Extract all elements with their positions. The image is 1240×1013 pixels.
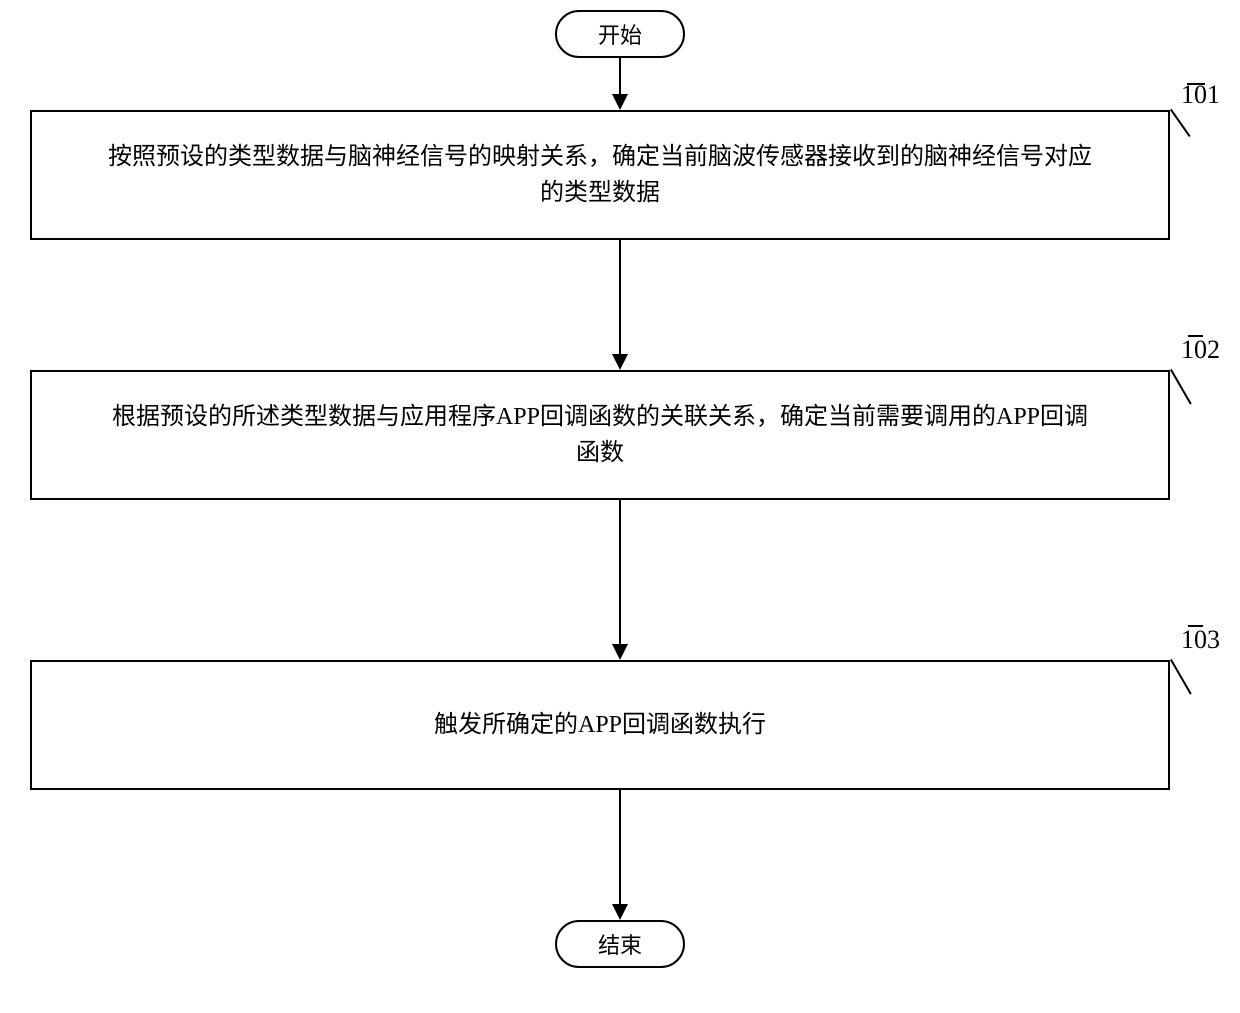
step1-leader-diag: [1170, 109, 1191, 137]
step2-line2: 函数: [576, 440, 624, 466]
edge-step1-step2-head: [612, 354, 628, 370]
step3-number: 103: [1181, 625, 1220, 655]
step2-number: 102: [1181, 335, 1220, 365]
edge-step3-end: [619, 790, 621, 904]
step1-leader-h: [1187, 83, 1205, 85]
step3-line1: 触发所确定的APP回调函数执行: [434, 712, 766, 738]
process-step1: 按照预设的类型数据与脑神经信号的映射关系，确定当前脑波传感器接收到的脑神经信号对…: [30, 110, 1170, 240]
step2-leader-diag: [1170, 369, 1192, 405]
edge-start-step1: [619, 58, 621, 94]
process-step2: 根据预设的所述类型数据与应用程序APP回调函数的关联关系，确定当前需要调用的AP…: [30, 370, 1170, 500]
edge-start-step1-head: [612, 94, 628, 110]
step3-text: 触发所确定的APP回调函数执行: [434, 707, 766, 743]
step2-text: 根据预设的所述类型数据与应用程序APP回调函数的关联关系，确定当前需要调用的AP…: [112, 399, 1088, 471]
edge-step2-step3-head: [612, 644, 628, 660]
step2-leader-h: [1188, 335, 1203, 337]
end-label: 结束: [598, 928, 642, 960]
step1-line1: 按照预设的类型数据与脑神经信号的映射关系，确定当前脑波传感器接收到的脑神经信号对…: [108, 144, 1092, 170]
flowchart-container: 开始 按照预设的类型数据与脑神经信号的映射关系，确定当前脑波传感器接收到的脑神经…: [0, 0, 1240, 1013]
start-label: 开始: [598, 18, 642, 50]
edge-step1-step2: [619, 240, 621, 354]
process-step3: 触发所确定的APP回调函数执行: [30, 660, 1170, 790]
edge-step3-end-head: [612, 904, 628, 920]
step1-line2: 的类型数据: [540, 180, 660, 206]
end-node: 结束: [555, 920, 685, 968]
edge-step2-step3: [619, 500, 621, 644]
step1-text: 按照预设的类型数据与脑神经信号的映射关系，确定当前脑波传感器接收到的脑神经信号对…: [108, 139, 1092, 211]
start-node: 开始: [555, 10, 685, 58]
step3-leader-diag: [1170, 659, 1192, 695]
step2-line1: 根据预设的所述类型数据与应用程序APP回调函数的关联关系，确定当前需要调用的AP…: [112, 404, 1088, 430]
step3-leader-h: [1188, 625, 1203, 627]
